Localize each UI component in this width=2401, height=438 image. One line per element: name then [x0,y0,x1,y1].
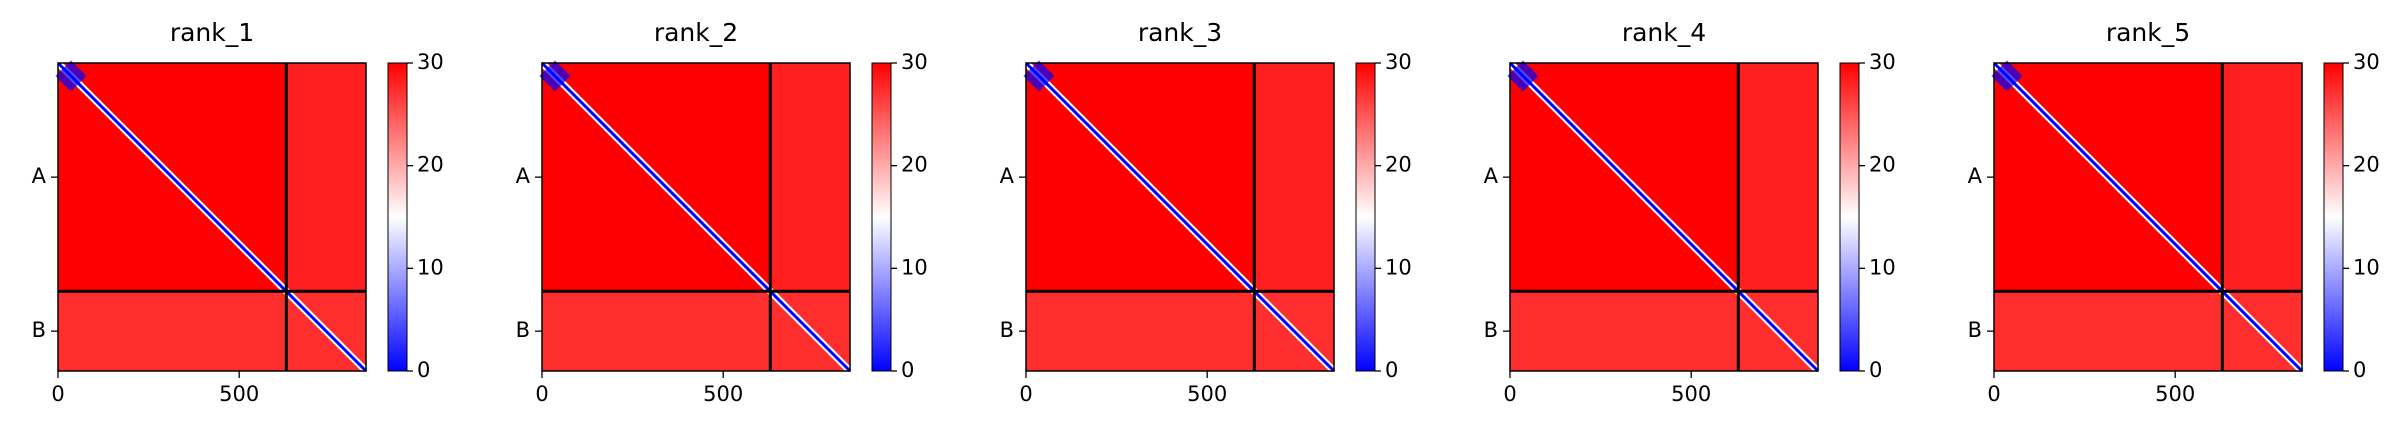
diagonal-blob [55,60,87,92]
colorbar [2323,62,2344,372]
y-tick-label: B [1484,318,1498,342]
y-tick-label: B [1968,318,1982,342]
colorbar-tick-label: 30 [2353,50,2380,74]
heatmap-texture [1254,63,1334,292]
y-tick-label: B [516,318,530,342]
colorbar-tick-label: 0 [901,358,914,382]
panel-title: rank_3 [1138,18,1222,47]
colorbar-tick-label: 30 [417,50,444,74]
colorbar [871,62,892,372]
colorbar-tick-label: 0 [1385,358,1398,382]
y-tick-label: A [516,164,531,188]
colorbar [1839,62,1860,372]
colorbar-tick-label: 10 [901,255,928,279]
diagonal [1508,61,1820,373]
plot-frame [1993,62,2303,372]
diagonal [56,61,368,373]
panel-title: rank_2 [654,18,738,47]
colorbar [387,62,408,372]
panel-title: rank_4 [1622,18,1706,47]
heatmap-texture [2222,63,2302,292]
colorbar-tick-label: 20 [1385,153,1412,177]
x-tick-label: 0 [1503,382,1516,406]
colorbar-tick-label: 10 [417,255,444,279]
plot-frame [1509,62,1819,372]
y-tick-label: B [1000,318,1014,342]
plot-frame [57,62,367,372]
heatmap-texture [58,291,366,371]
colorbar-tick-label: 0 [417,358,430,382]
plot-frame [541,62,851,372]
colorbar-tick-label: 30 [1869,50,1896,74]
heatmap-texture [1738,63,1818,292]
diagonal [1992,61,2304,373]
colorbar-tick-label: 30 [901,50,928,74]
colorbar-tick-label: 20 [901,153,928,177]
colorbar-tick-label: 10 [1869,255,1896,279]
colorbar-tick-label: 0 [2353,358,2366,382]
x-tick-label: 500 [1187,382,1227,406]
heatmap-texture [286,63,366,292]
y-tick-label: B [32,318,46,342]
colorbar [1355,62,1376,372]
colorbar-tick-label: 20 [417,153,444,177]
x-tick-label: 0 [1987,382,2000,406]
heatmap-texture [1026,291,1334,371]
colorbar-tick-label: 30 [1385,50,1412,74]
y-tick-label: A [32,164,47,188]
colorbar-tick-label: 0 [1869,358,1882,382]
diagonal [1024,61,1336,373]
heatmap-texture [1510,291,1818,371]
heatmap-texture [542,291,850,371]
y-tick-label: A [1484,164,1499,188]
colorbar-tick-label: 10 [1385,255,1412,279]
x-tick-label: 0 [535,382,548,406]
colorbar-tick-label: 20 [1869,153,1896,177]
x-tick-label: 500 [2155,382,2195,406]
x-tick-label: 0 [51,382,64,406]
y-tick-label: A [1968,164,1983,188]
heatmap-texture [770,63,850,292]
panel-title: rank_5 [2106,18,2190,47]
colorbar-tick-label: 10 [2353,255,2380,279]
x-tick-label: 500 [1671,382,1711,406]
plot-frame [1025,62,1335,372]
panel-title: rank_1 [170,18,254,47]
diagonal [540,61,852,373]
x-tick-label: 500 [219,382,259,406]
y-tick-label: A [1000,164,1015,188]
heatmap-texture [1994,291,2302,371]
colorbar-tick-label: 20 [2353,153,2380,177]
x-tick-label: 0 [1019,382,1032,406]
x-tick-label: 500 [703,382,743,406]
